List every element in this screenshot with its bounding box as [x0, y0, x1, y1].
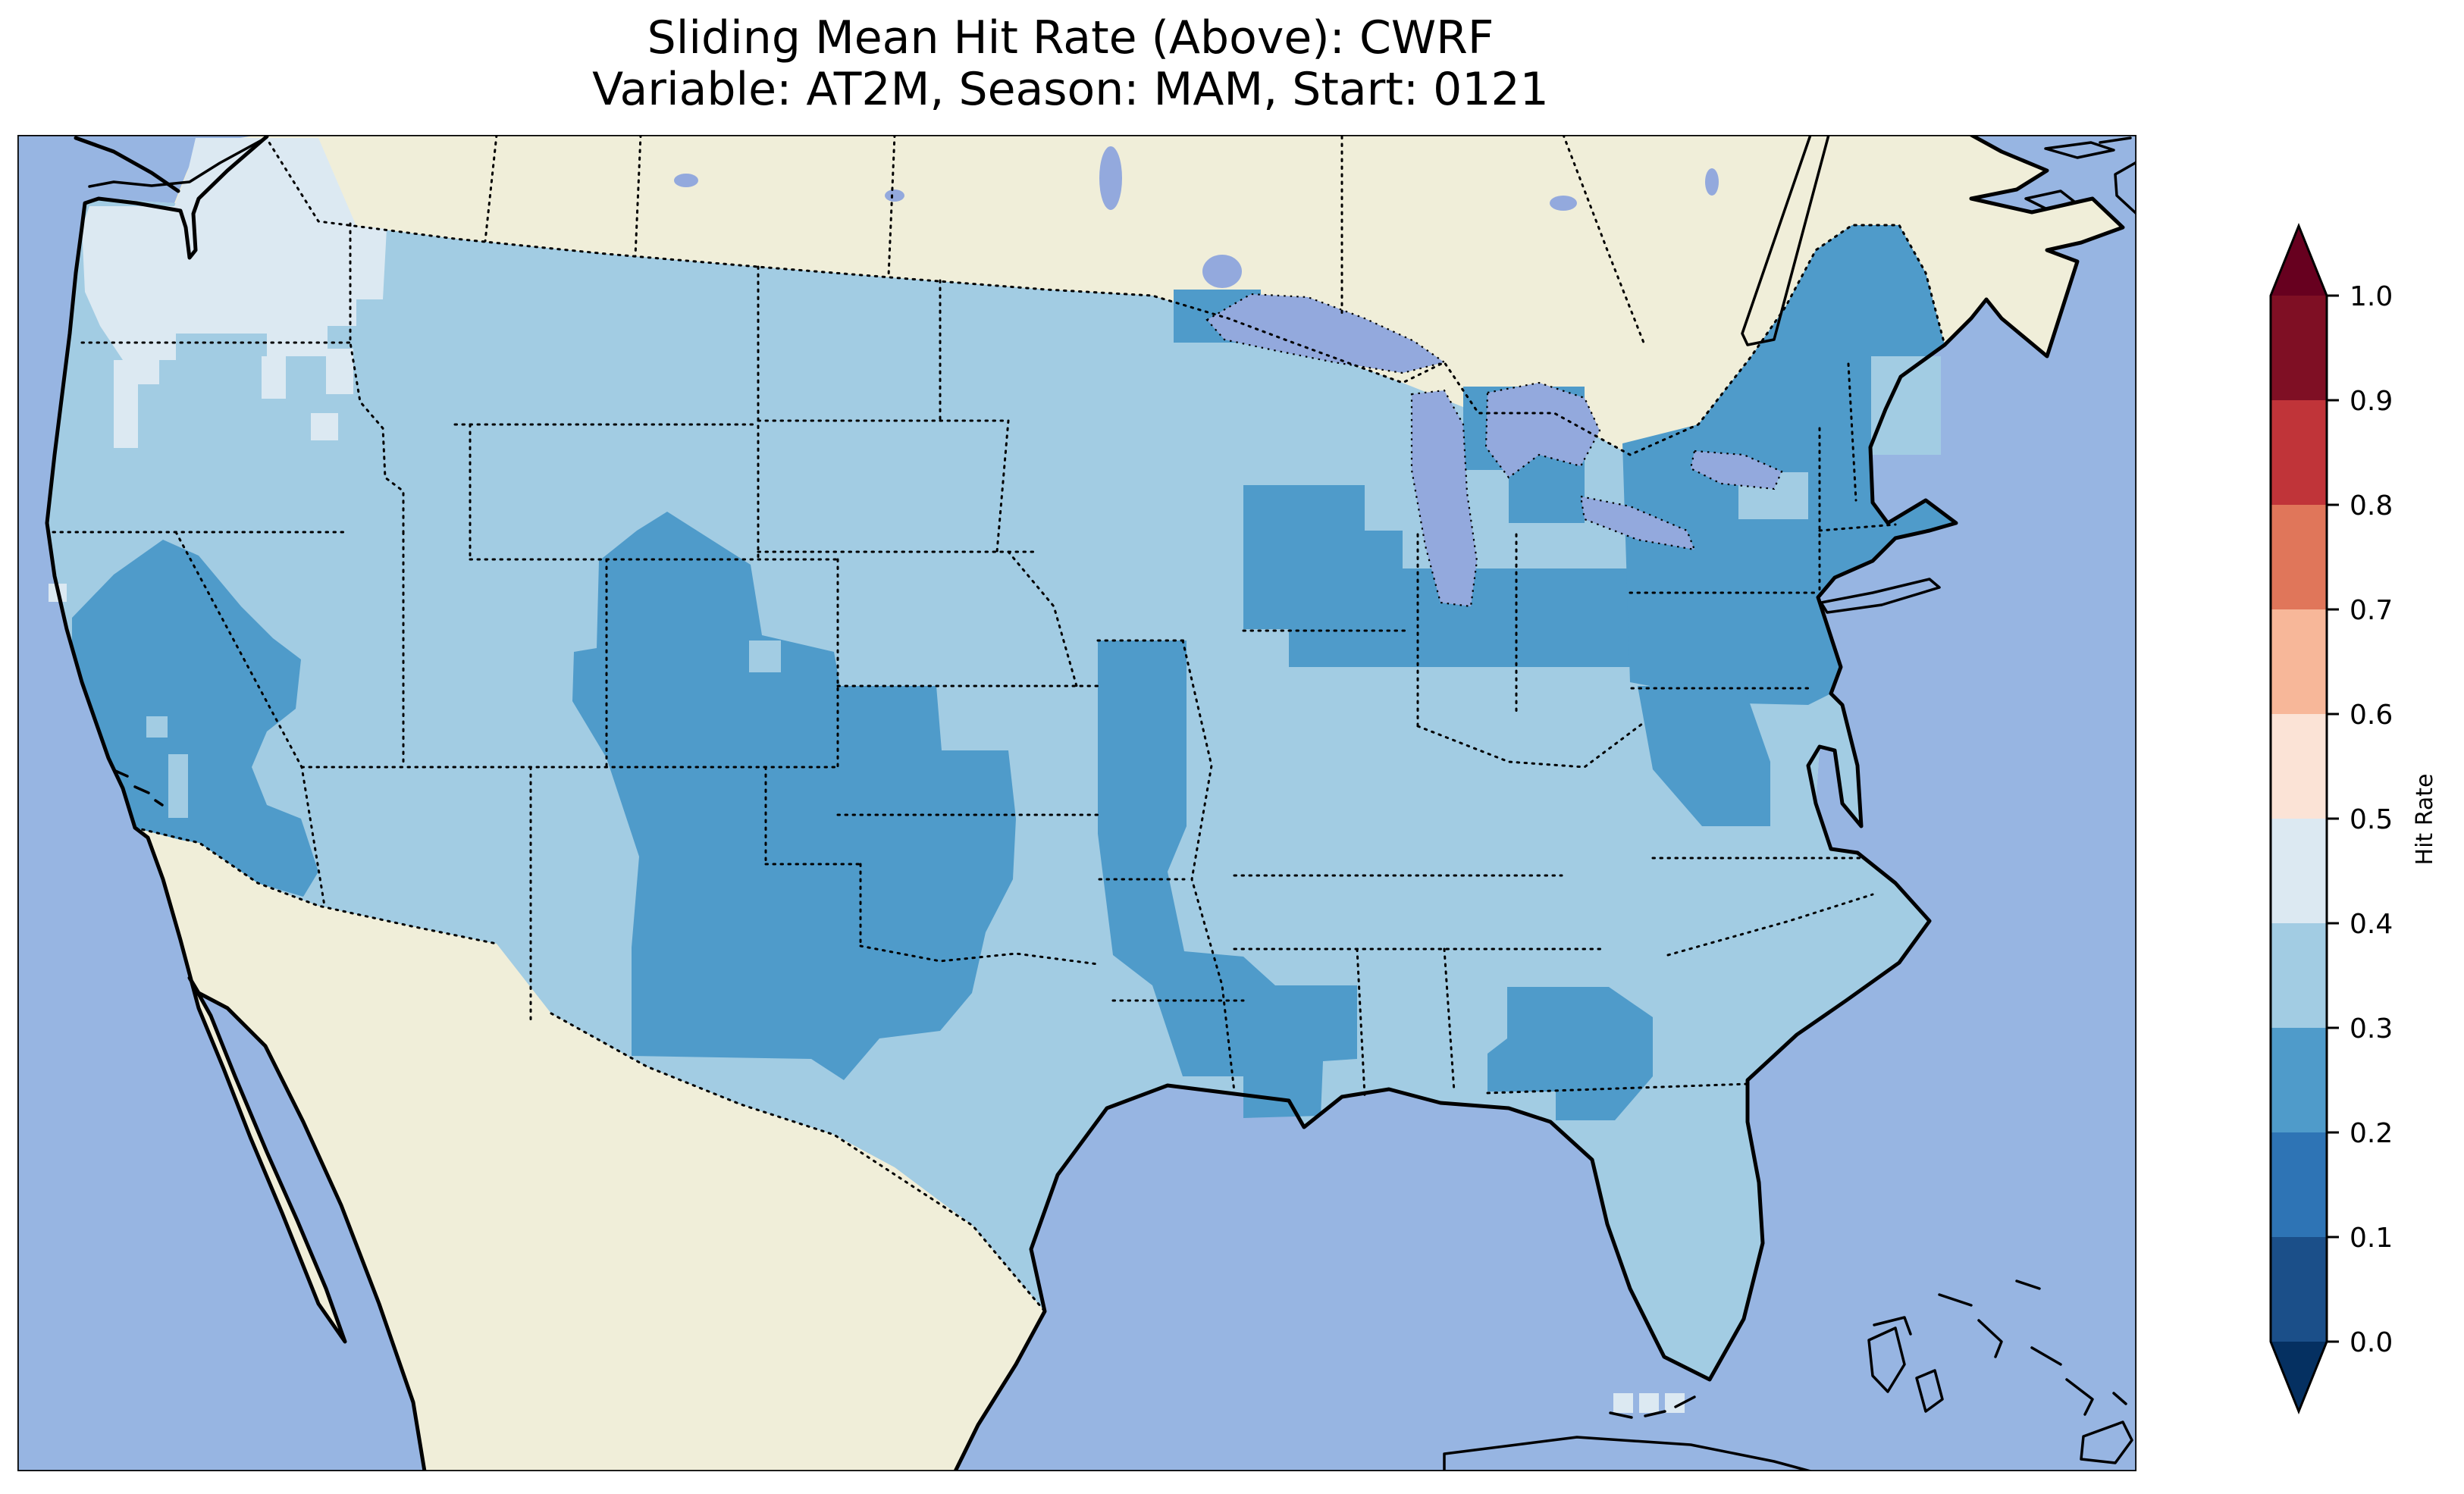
colorbar-over-arrow: [2271, 226, 2327, 296]
state-borders: [52, 135, 1946, 1313]
eleuthera-island: [1915, 1369, 1944, 1413]
bahamas-chains: [1873, 136, 2132, 1416]
colorbar-tick-label: 0.6: [2350, 700, 2393, 731]
colorbar-segment-0.8-0.9: [2271, 400, 2327, 505]
colorbar-segment-0.7-0.8: [2271, 505, 2327, 609]
border-ab-sk: [634, 135, 642, 258]
colorbar-tick-label: 0.1: [2350, 1223, 2393, 1254]
channel-islands: [112, 769, 164, 807]
hit-rate-layer: [47, 138, 1956, 1413]
colorbar-segment-0.6-0.7: [2271, 609, 2327, 714]
great-lakes: [674, 135, 1830, 608]
colorbar-tick-label: 0.8: [2350, 490, 2393, 521]
coast-puget-sound: [88, 139, 263, 188]
border-red-river: [859, 944, 1099, 966]
colorbar-tick-label: 0.4: [2350, 909, 2393, 940]
region-high-plains-dark: [572, 512, 1016, 1080]
lake-ontario: [1689, 449, 1783, 490]
colorbar-segment-0.3-0.4: [2271, 923, 2327, 1028]
andros-island: [1867, 1326, 1906, 1393]
border-rio-grande: [550, 1012, 1046, 1313]
border-bc-ab: [484, 135, 498, 243]
region-southwest-dark: [72, 540, 318, 897]
figure-title-line2: Variable: AT2M, Season: MAM, Start: 0121: [592, 63, 1549, 116]
colorbar-segment-0.1-0.2: [2271, 1132, 2327, 1237]
border-nc-sc: [1666, 893, 1874, 957]
border-ne-ia: [1007, 550, 1078, 687]
hispaniola: [2080, 1420, 2133, 1464]
border-ma-ct: [1818, 523, 1897, 532]
colorbar-segment-0.4-0.5: [2271, 819, 2327, 923]
anticosti-island: [2044, 141, 2115, 159]
canada-lake4: [1705, 168, 1719, 196]
region-ga-nfl-dark: [1487, 987, 1653, 1120]
region-sfl-cell2: [1639, 1393, 1659, 1413]
coast-gulf-atlantic: [953, 135, 2125, 1471]
region-orwa-cell: [114, 360, 159, 384]
colorbar-segment-0.9-1: [2271, 296, 2327, 400]
border-us-mexico-west: [133, 826, 498, 945]
coastlines: [45, 135, 2132, 1471]
region-sw-light-hole1: [146, 716, 168, 738]
region-orcoast-cells: [114, 384, 138, 448]
st-lawrence-river: [1741, 135, 1830, 346]
colorbar-tick-label: 0.9: [2350, 386, 2393, 417]
colorbar-under-arrow: [2271, 1342, 2327, 1411]
colorbar-tick-label: 0.5: [2350, 804, 2393, 835]
lake-superior: [1205, 293, 1447, 374]
colorbar-segment-0-0.1: [2271, 1237, 2327, 1342]
region-neor-cell: [262, 356, 286, 399]
lake-erie: [1579, 495, 1696, 551]
border-sk-mb: [887, 135, 896, 277]
region-pacific-northwest: [82, 138, 387, 360]
border-mississippi-river: [1181, 639, 1236, 1093]
lake-michigan: [1410, 389, 1478, 608]
coast-vancouver-island: [74, 136, 180, 193]
region-sw-light-hole2: [168, 754, 188, 818]
canada-lake1: [674, 174, 698, 187]
colorbar-tick-label: 0.7: [2350, 595, 2393, 626]
newfoundland-corner: [2114, 161, 2136, 215]
florida-keys: [1609, 1395, 1696, 1419]
colorbar-segment-0.5-0.6: [2271, 714, 2327, 819]
colorbar: 0.0 0.1 0.2 0.3 0.4 0.5 0.6 0.7 0.8 0.9 1.0: [2269, 222, 2393, 1415]
colorbar-tick-label: 0.2: [2350, 1118, 2393, 1149]
colorbar-label: Hit Rate: [2412, 774, 2438, 866]
region-northeast-dark: [1622, 225, 1956, 705]
border-idaho: [349, 222, 405, 534]
region-moar-lams-dark: [1098, 641, 1357, 1118]
border-al-ga: [1443, 947, 1456, 1093]
lake-winnipeg: [1099, 146, 1122, 210]
coast-pacific: [45, 135, 427, 1471]
border-ga-fl: [1486, 1082, 1749, 1095]
canada-lake3: [1550, 196, 1577, 211]
region-wi-il-dark: [1243, 485, 1403, 667]
map-panel: [17, 135, 2136, 1471]
colorbar-tick-label: 0.0: [2350, 1327, 2393, 1358]
region-plains-light-hole: [749, 641, 781, 672]
colorbar-tick-label: 0.3: [2350, 1013, 2393, 1045]
canada-lake2: [885, 189, 904, 202]
region-id-cell2: [311, 413, 338, 440]
region-virginia-dark: [1638, 686, 1770, 826]
border-vt-nh: [1847, 362, 1857, 502]
region-sfl-cell1: [1613, 1393, 1633, 1413]
border-ohio-river: [1416, 720, 1647, 769]
figure-title-line1: Sliding Mean Hit Rate (Above): CWRF: [647, 11, 1494, 64]
long-island: [1820, 578, 1941, 614]
border-on-qc: [1562, 135, 1645, 344]
colorbar-segment-0.2-0.3: [2271, 1028, 2327, 1132]
colorbar-tick-label: 1.0: [2350, 281, 2393, 312]
border-ms-al: [1356, 947, 1366, 1097]
lake-of-the-woods: [1202, 255, 1242, 288]
border-sd-mn: [995, 419, 1010, 553]
cuba: [1443, 1436, 1812, 1471]
region-id-cell: [326, 349, 353, 394]
lake-huron: [1484, 381, 1601, 479]
